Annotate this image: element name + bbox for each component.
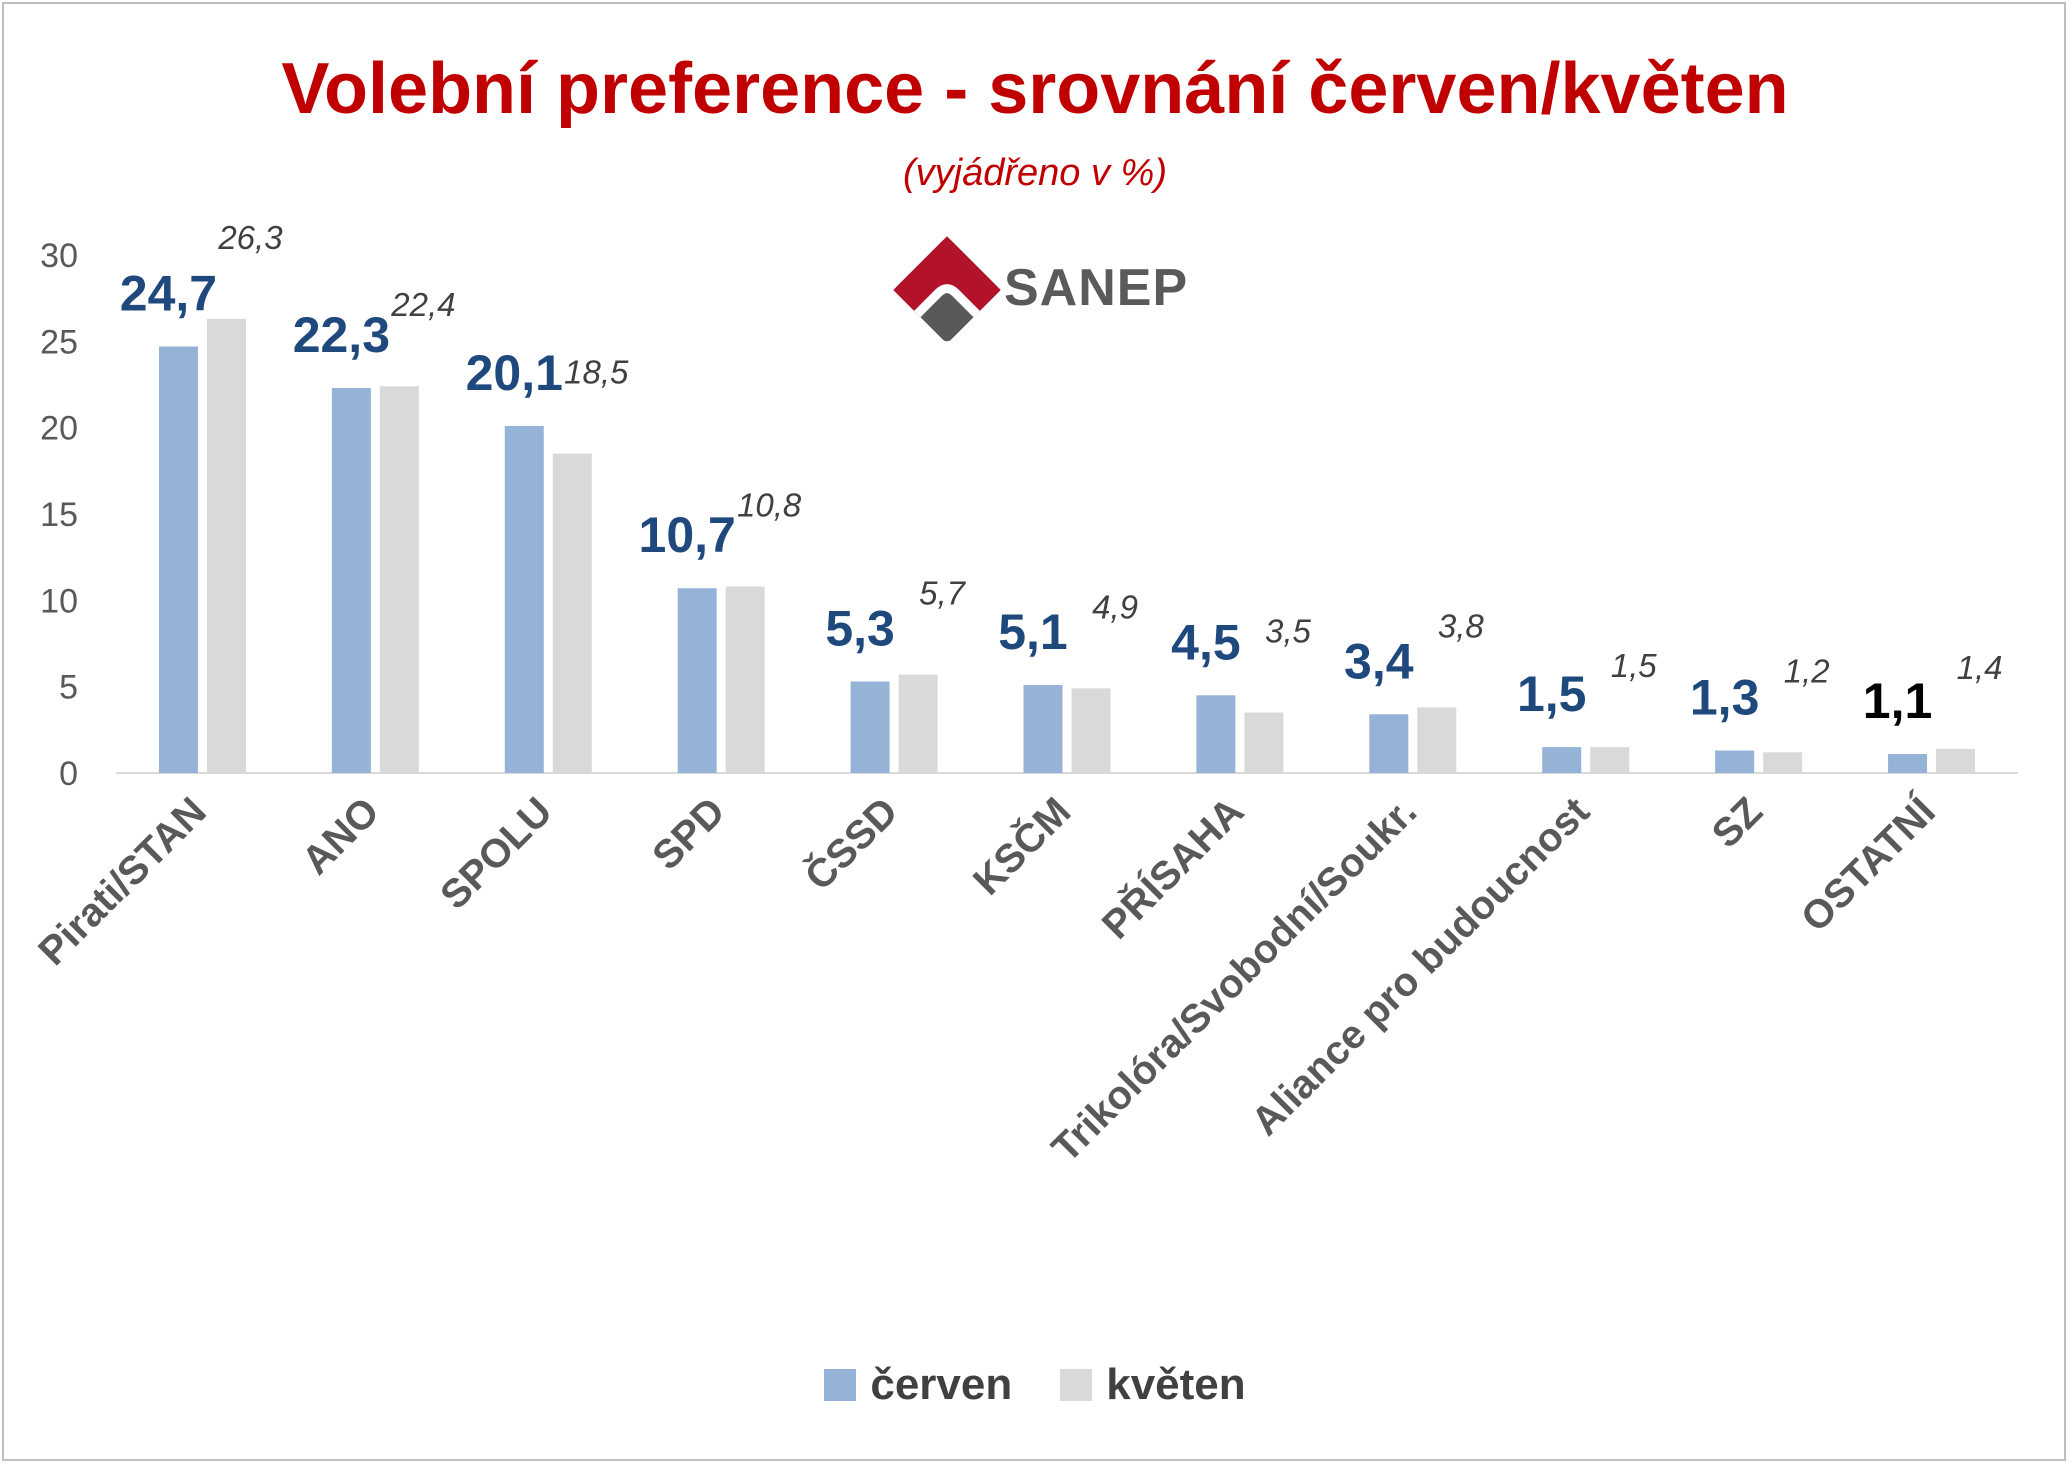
data-label-cerven: 10,7 bbox=[639, 507, 736, 563]
bar-cerven bbox=[158, 346, 198, 773]
y-tick-label: 30 bbox=[40, 237, 78, 275]
legend-label-cerven: červen bbox=[870, 1360, 1013, 1409]
y-tick-label: 10 bbox=[40, 582, 78, 620]
data-label-kveten: 5,7 bbox=[919, 575, 967, 612]
data-label-cerven: 1,5 bbox=[1517, 666, 1587, 722]
y-tick-label: 20 bbox=[40, 410, 78, 448]
data-label-cerven: 24,7 bbox=[120, 266, 217, 322]
data-label-kveten: 3,8 bbox=[1438, 607, 1485, 644]
y-tick-label: 5 bbox=[59, 669, 78, 707]
sanep-diamond-logo-icon bbox=[893, 236, 1001, 342]
data-label-cerven: 5,1 bbox=[998, 604, 1068, 660]
legend-item-cerven: červen bbox=[824, 1360, 1012, 1410]
bar-kveten bbox=[1244, 712, 1284, 773]
y-tick-label: 0 bbox=[59, 755, 78, 793]
data-label-cerven: 1,3 bbox=[1690, 670, 1760, 726]
category-label: SZ bbox=[1704, 789, 1771, 856]
data-label-cerven: 4,5 bbox=[1171, 614, 1241, 670]
bar-kveten bbox=[379, 386, 419, 773]
legend-swatch-cerven bbox=[824, 1369, 857, 1401]
sanep-logo-text: SANEP bbox=[1004, 259, 1189, 317]
sanep-logo: SANEP bbox=[892, 230, 1212, 350]
data-label-kveten: 10,8 bbox=[737, 487, 802, 524]
category-label: ČSSD bbox=[795, 788, 906, 899]
data-label-kveten: 18,5 bbox=[564, 354, 629, 391]
bar-kveten bbox=[1590, 747, 1630, 773]
data-label-cerven: 20,1 bbox=[466, 345, 563, 401]
bar-cerven bbox=[1023, 684, 1063, 773]
bar-cerven bbox=[850, 681, 890, 773]
bar-cerven bbox=[1542, 747, 1582, 773]
chart-title: Volební preference - srovnání červen/kvě… bbox=[281, 49, 1789, 129]
chart-legend: červen květen bbox=[0, 1360, 2070, 1410]
bar-kveten bbox=[1417, 707, 1457, 773]
data-label-kveten: 1,2 bbox=[1784, 652, 1830, 689]
data-label-kveten: 3,5 bbox=[1265, 613, 1312, 650]
chart-subtitle: (vyjádřeno v %) bbox=[903, 152, 1167, 194]
bar-kveten bbox=[725, 586, 765, 773]
bar-cerven bbox=[677, 588, 717, 773]
bar-cerven bbox=[1888, 754, 1928, 773]
legend-label-kveten: květen bbox=[1106, 1360, 1246, 1409]
category-label: OSTATNÍ bbox=[1792, 788, 1944, 940]
data-label-kveten: 22,4 bbox=[390, 286, 455, 323]
legend-swatch-kveten bbox=[1060, 1369, 1093, 1401]
category-label: Pirati/STAN bbox=[30, 789, 215, 974]
category-label: Aliance pro budoucnost bbox=[1243, 789, 1598, 1144]
bar-cerven bbox=[1715, 750, 1755, 773]
category-label: PŘÍSAHA bbox=[1092, 788, 1252, 948]
data-label-kveten: 4,9 bbox=[1092, 588, 1138, 625]
data-label-kveten: 1,5 bbox=[1611, 647, 1658, 684]
category-label: ANO bbox=[294, 789, 388, 883]
bar-kveten bbox=[1763, 752, 1803, 773]
bar-kveten bbox=[898, 674, 938, 773]
data-label-kveten: 1,4 bbox=[1957, 649, 2003, 686]
bar-cerven bbox=[504, 425, 544, 773]
bar-kveten bbox=[206, 318, 246, 773]
y-tick-label: 25 bbox=[40, 323, 78, 361]
bar-kveten bbox=[552, 453, 592, 773]
data-label-kveten: 26,3 bbox=[217, 219, 283, 256]
category-label: SPD bbox=[644, 789, 733, 878]
category-label: Trikolóra/Svobodní/Soukr. bbox=[1044, 789, 1426, 1171]
data-label-cerven: 22,3 bbox=[293, 307, 390, 363]
data-label-cerven: 5,3 bbox=[825, 600, 895, 656]
bar-cerven bbox=[1369, 714, 1409, 773]
data-label-cerven: 1,1 bbox=[1863, 673, 1933, 729]
legend-item-kveten: květen bbox=[1060, 1360, 1246, 1410]
category-label: KSČM bbox=[964, 788, 1080, 904]
bar-chart: 0 5 10 15 20 25 30 24,726,3 Pirati/STAN 22,322,4 A… bbox=[30, 219, 2018, 1171]
y-tick-label: 15 bbox=[40, 496, 78, 534]
data-label-cerven: 3,4 bbox=[1344, 633, 1414, 689]
bar-kveten bbox=[1071, 688, 1111, 773]
bar-kveten bbox=[1936, 748, 1976, 773]
bar-cerven bbox=[1196, 695, 1236, 773]
category-label: SPOLU bbox=[432, 789, 561, 918]
bar-cerven bbox=[331, 387, 371, 773]
